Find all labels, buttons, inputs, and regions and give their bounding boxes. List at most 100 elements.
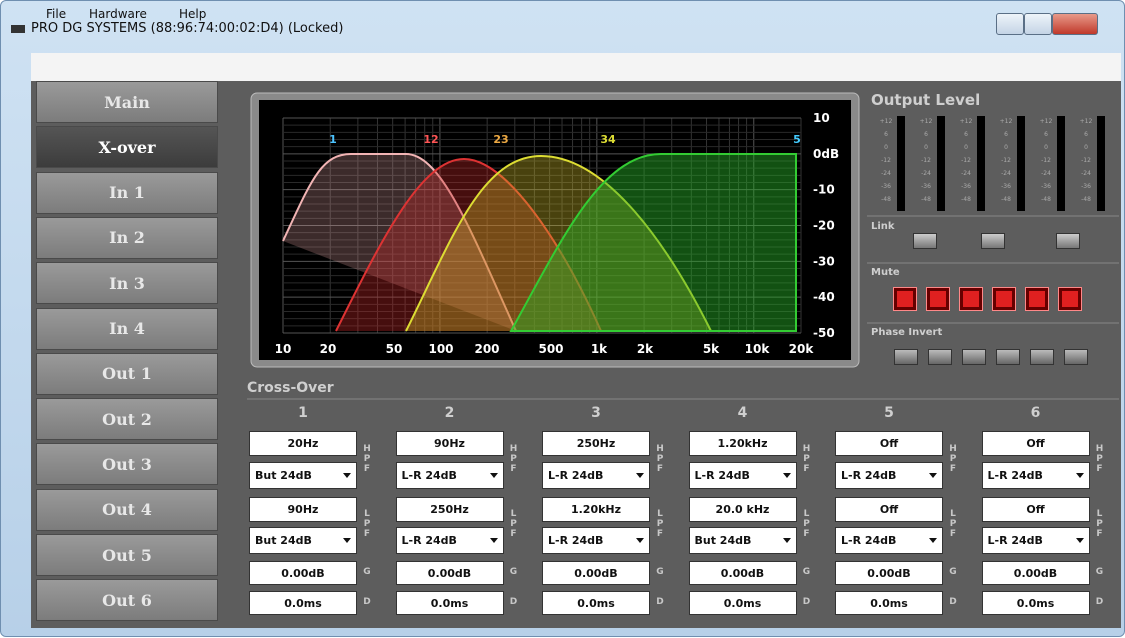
meter-scale: -24 (1081, 170, 1091, 177)
nav-button[interactable]: Out 4 (36, 488, 218, 531)
link-button[interactable] (981, 233, 1005, 249)
gain[interactable]: 0.00dB (835, 561, 943, 585)
dropdown-arrow (343, 538, 351, 543)
nav-button[interactable]: Out 2 (36, 398, 218, 441)
gain[interactable]: 0.00dB (688, 561, 797, 585)
nav-button[interactable]: In 1 (36, 171, 218, 214)
close-button[interactable] (1052, 13, 1098, 35)
channel-number: 1 (298, 405, 308, 421)
meter-scale: +12 (1040, 118, 1053, 125)
hpf-type[interactable]: But 24dB (249, 462, 357, 489)
lpf-frequency[interactable]: 90Hz (249, 497, 357, 522)
lpf-type[interactable]: L-R 24dB (835, 527, 943, 554)
gain[interactable]: 0.00dB (981, 561, 1090, 585)
phase-button[interactable] (894, 349, 918, 365)
nav-button[interactable]: Out 1 (36, 352, 218, 395)
phase-button[interactable] (996, 349, 1020, 365)
nav-button[interactable]: Out 3 (36, 443, 218, 486)
hpf-type[interactable]: L-R 24dB (688, 462, 797, 489)
phase-button[interactable] (928, 349, 952, 365)
meter-scale: 6 (884, 131, 888, 138)
mute-button[interactable] (1058, 287, 1082, 311)
link-button[interactable] (1056, 233, 1080, 249)
dropdown-arrow (636, 538, 644, 543)
meter-scale: -48 (1001, 196, 1011, 203)
mute-button[interactable] (893, 287, 917, 311)
lpf-type[interactable]: L-R 24dB (981, 527, 1090, 554)
lpf-type[interactable]: But 24dB (688, 527, 797, 554)
meter-scale: -36 (921, 183, 931, 190)
hpf-type[interactable]: L-R 24dB (835, 462, 943, 489)
maximize-button[interactable] (1024, 13, 1052, 35)
hpf-type[interactable]: L-R 24dB (395, 462, 504, 489)
mute-button[interactable] (959, 287, 983, 311)
level-meter (1057, 116, 1065, 211)
gain[interactable]: 0.00dB (395, 561, 504, 585)
lpf-frequency[interactable]: 20.0 kHz (688, 497, 797, 522)
nav-button[interactable]: In 2 (36, 216, 218, 259)
nav-button[interactable]: Out 6 (36, 579, 218, 622)
meter-scale: -48 (961, 196, 971, 203)
hpf-frequency[interactable]: 90Hz (395, 431, 504, 456)
delay[interactable]: 0.0ms (981, 591, 1090, 615)
mute-button[interactable] (992, 287, 1016, 311)
side-label: G (363, 567, 371, 577)
dropdown-arrow (489, 538, 498, 543)
link-button[interactable] (913, 233, 937, 249)
meter-scale: -12 (1081, 157, 1091, 164)
hpf-type[interactable]: L-R 24dB (542, 462, 650, 489)
side-label: G (509, 567, 518, 577)
menu-item[interactable]: Hardware (89, 7, 147, 21)
hpf-frequency[interactable]: 250Hz (542, 431, 650, 456)
meter-scale: 0 (1044, 144, 1048, 151)
hpf-frequency[interactable]: 20Hz (249, 431, 357, 456)
x-label: 100 (428, 342, 453, 356)
meter-scale: -24 (961, 170, 971, 177)
mute-button[interactable] (926, 287, 950, 311)
hpf-frequency[interactable]: 1.20kHz (688, 431, 797, 456)
menu-item[interactable]: Help (179, 7, 207, 21)
phase-button[interactable] (1030, 349, 1054, 365)
crossover-title: Cross-Over (247, 380, 334, 396)
side-label: D (949, 597, 957, 607)
gain[interactable]: 0.00dB (542, 561, 650, 585)
menu-item[interactable]: File (46, 7, 67, 21)
hpf-type[interactable]: L-R 24dB (981, 462, 1090, 489)
phase-button[interactable] (1064, 349, 1088, 365)
delay[interactable]: 0.0ms (249, 591, 357, 615)
x-label: 10k (745, 342, 771, 356)
channel-number: 4 (737, 405, 748, 421)
lpf-type[interactable]: L-R 24dB (395, 527, 504, 554)
delay[interactable]: 0.0ms (395, 591, 504, 615)
gain[interactable]: 0.00dB (249, 561, 357, 585)
x-label: 500 (538, 342, 563, 356)
hpf-frequency[interactable]: Off (981, 431, 1090, 456)
y-label: -30 (813, 254, 835, 268)
nav-button[interactable]: Main (36, 81, 218, 123)
nav-button[interactable]: Out 5 (36, 534, 218, 576)
meter-scale: 6 (1044, 131, 1048, 138)
phase-button[interactable] (962, 349, 986, 365)
minimize-button[interactable] (996, 13, 1024, 35)
hpf-frequency[interactable]: Off (835, 431, 943, 456)
nav-button[interactable]: In 3 (36, 262, 218, 305)
band-3-curve (405, 154, 712, 332)
meter-scale: -36 (881, 183, 891, 190)
lpf-frequency[interactable]: Off (835, 497, 943, 522)
delay[interactable]: 0.0ms (542, 591, 650, 615)
delay[interactable]: 0.0ms (835, 591, 943, 615)
nav-button[interactable]: X-over (36, 126, 218, 169)
lpf-frequency[interactable]: Off (981, 497, 1090, 522)
channel-number: 2 (444, 405, 455, 421)
lpf-frequency[interactable]: 1.20kHz (542, 497, 650, 522)
lpf-type[interactable]: L-R 24dB (542, 527, 650, 554)
lpf-frequency[interactable]: 250Hz (395, 497, 504, 522)
mute-button[interactable] (1025, 287, 1049, 311)
lpf-type[interactable]: But 24dB (249, 527, 357, 554)
delay[interactable]: 0.0ms (688, 591, 797, 615)
meter-scale: -12 (921, 157, 931, 164)
nav-button[interactable]: In 4 (36, 307, 218, 350)
meter-scale: -36 (1001, 183, 1011, 190)
